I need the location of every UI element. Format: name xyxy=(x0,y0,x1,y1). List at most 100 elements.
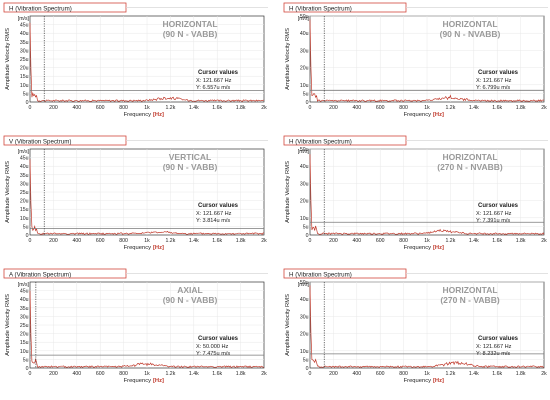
panel-header: V (Vibration Spectrum) xyxy=(9,138,71,145)
cursor-x-value: X: 121.667 Hz xyxy=(196,78,232,84)
y-tick-label: 5u xyxy=(303,357,309,363)
y-tick-label: 10u xyxy=(20,216,29,222)
spectrum-series-line xyxy=(29,159,265,235)
chart-heading-line1: HORIZONTAL xyxy=(442,152,497,162)
spectrum-chart: H (Vibration Spectrum)Brüel & Kjær05u10u… xyxy=(283,268,548,384)
x-tick-label: 1.4k xyxy=(469,105,479,111)
spectrum-chart: H (Vibration Spectrum)Brüel & Kjær05u10u… xyxy=(283,2,548,118)
spectrum-chart: H (Vibration Spectrum)Brüel & Kjær05u10u… xyxy=(283,135,548,251)
y-tick-label: 30u xyxy=(300,181,309,187)
x-tick-label: 1.8k xyxy=(236,371,246,377)
y-tick-label: 20u xyxy=(300,199,309,205)
y-unit-label: [m/s] xyxy=(18,16,30,22)
spectrum-chart: V (Vibration Spectrum)Brüel & Kjær05u10u… xyxy=(3,135,268,251)
x-tick-label: 800 xyxy=(119,371,128,377)
x-axis-label: Frequency xyxy=(124,112,151,118)
x-tick-label: 1.2k xyxy=(445,105,455,111)
y-tick-label: 5u xyxy=(303,91,309,97)
x-tick-label: 600 xyxy=(96,371,105,377)
x-tick-label: 1.2k xyxy=(165,371,175,377)
y-axis-label: Amplitude Velocity RMS xyxy=(285,28,291,90)
x-tick-label: 2k xyxy=(541,238,547,244)
x-tick-label: 1.2k xyxy=(445,238,455,244)
x-tick-label: 1.4k xyxy=(469,371,479,377)
y-tick-label: 40u xyxy=(300,164,309,170)
x-tick-label: 1k xyxy=(424,238,430,244)
x-tick-label: 200 xyxy=(329,371,338,377)
x-tick-label: 600 xyxy=(376,238,385,244)
panel-header: H (Vibration Spectrum) xyxy=(9,5,72,12)
y-tick-label: 5u xyxy=(23,224,29,230)
y-tick-label: 10u xyxy=(300,349,309,355)
cursor-x-value: X: 121.667 Hz xyxy=(476,78,512,84)
x-tick-label: 400 xyxy=(352,371,361,377)
spectrum-panel-6: H (Vibration Spectrum)Brüel & Kjær05u10u… xyxy=(282,268,550,398)
y-tick-label: 0 xyxy=(306,366,309,372)
y-tick-label: 20u xyxy=(300,66,309,72)
x-tick-label: 1.6k xyxy=(212,238,222,244)
x-tick-label: 2k xyxy=(261,105,267,111)
x-axis-label: Frequency xyxy=(404,112,431,118)
y-tick-label: 10u xyxy=(300,83,309,89)
x-tick-label: 200 xyxy=(49,105,58,111)
spectrum-series-line xyxy=(309,154,545,235)
y-tick-label: 20u xyxy=(20,66,29,72)
y-tick-label: 20u xyxy=(20,199,29,205)
x-tick-label: 1.8k xyxy=(516,105,526,111)
panel-header: H (Vibration Spectrum) xyxy=(289,138,352,145)
chart-heading-line2: (90 N - NVABB) xyxy=(440,29,501,39)
cursor-y-value: Y: 8.232u m/s xyxy=(476,351,510,357)
x-tick-label: 2k xyxy=(541,371,547,377)
y-tick-label: 50u xyxy=(300,280,309,286)
chart-heading-line1: HORIZONTAL xyxy=(162,19,217,29)
x-tick-label: 200 xyxy=(49,371,58,377)
y-tick-label: 5u xyxy=(23,91,29,97)
x-axis-unit: [Hz] xyxy=(153,378,164,384)
x-tick-label: 400 xyxy=(352,105,361,111)
y-tick-label: 40u xyxy=(20,31,29,37)
y-tick-label: 0 xyxy=(26,100,29,106)
y-tick-label: 45u xyxy=(20,156,29,162)
y-axis-label: Amplitude Velocity RMS xyxy=(285,161,291,223)
cursor-values-title: Cursor values xyxy=(478,70,519,76)
y-tick-label: 5u xyxy=(303,224,309,230)
chart-heading-line2: (90 N - VABB) xyxy=(163,162,218,172)
x-tick-label: 1.6k xyxy=(212,105,222,111)
x-tick-label: 800 xyxy=(399,105,408,111)
x-tick-label: 1.8k xyxy=(236,105,246,111)
x-tick-label: 0 xyxy=(309,238,312,244)
chart-heading-line2: (270 N - VABB) xyxy=(440,295,500,305)
x-tick-label: 400 xyxy=(72,105,81,111)
x-tick-label: 1.8k xyxy=(516,371,526,377)
cursor-y-value: Y: 3.814u m/s xyxy=(196,218,230,224)
y-tick-label: 5u xyxy=(23,357,29,363)
x-tick-label: 800 xyxy=(119,238,128,244)
y-axis-label: Amplitude Velocity RMS xyxy=(5,294,11,356)
y-tick-label: 25u xyxy=(20,190,29,196)
x-tick-label: 2k xyxy=(261,371,267,377)
x-tick-label: 1k xyxy=(424,105,430,111)
x-tick-label: 1.4k xyxy=(469,238,479,244)
y-tick-label: 25u xyxy=(20,57,29,63)
y-tick-label: 10u xyxy=(20,83,29,89)
y-tick-label: 15u xyxy=(20,207,29,213)
cursor-y-value: Y: 7.475u m/s xyxy=(196,351,230,357)
x-tick-label: 400 xyxy=(352,238,361,244)
y-tick-label: 20u xyxy=(300,332,309,338)
chart-heading-line1: HORIZONTAL xyxy=(442,19,497,29)
y-tick-label: 20u xyxy=(20,332,29,338)
y-tick-label: 10u xyxy=(20,349,29,355)
x-tick-label: 1k xyxy=(144,238,150,244)
x-tick-label: 200 xyxy=(329,105,338,111)
y-tick-label: 50u xyxy=(300,14,309,20)
cursor-values-title: Cursor values xyxy=(478,336,519,342)
cursor-values-title: Cursor values xyxy=(198,70,239,76)
panel-header: A (Vibration Spectrum) xyxy=(9,271,71,278)
x-tick-label: 1.6k xyxy=(492,371,502,377)
x-tick-label: 0 xyxy=(29,238,32,244)
x-tick-label: 1k xyxy=(424,371,430,377)
y-unit-label: [m/s] xyxy=(298,16,310,22)
y-tick-label: 25u xyxy=(20,323,29,329)
x-tick-label: 800 xyxy=(399,371,408,377)
x-tick-label: 1.4k xyxy=(189,371,199,377)
